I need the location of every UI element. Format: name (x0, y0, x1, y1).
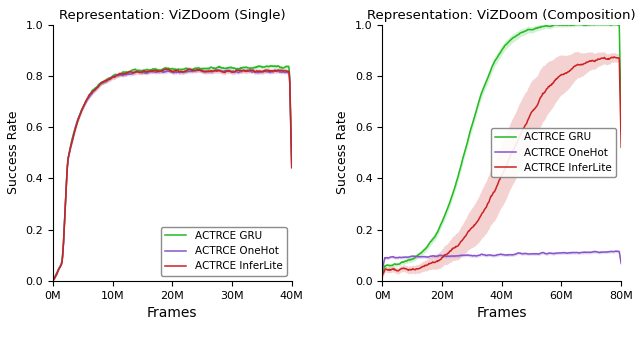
Line: ACTRCE OneHot: ACTRCE OneHot (383, 251, 621, 269)
ACTRCE OneHot (379, 267, 387, 271)
ACTRCE GRU (618, 125, 625, 129)
ACTRCE InferLite (165, 67, 173, 72)
ACTRCE OneHot (612, 249, 620, 253)
Title: Representation: ViZDoom (Single): Representation: ViZDoom (Single) (59, 9, 285, 22)
Line: ACTRCE GRU: ACTRCE GRU (53, 66, 292, 280)
ACTRCE GRU (572, 22, 580, 27)
ACTRCE OneHot (283, 70, 291, 74)
ACTRCE GRU (575, 22, 582, 27)
ACTRCE GRU (288, 163, 296, 167)
ACTRCE InferLite (192, 68, 200, 73)
ACTRCE InferLite (493, 183, 501, 187)
X-axis label: Frames: Frames (477, 306, 527, 320)
ACTRCE InferLite (163, 67, 171, 72)
ACTRCE InferLite (246, 68, 253, 72)
ACTRCE InferLite (161, 67, 169, 71)
ACTRCE OneHot (49, 278, 57, 282)
ACTRCE OneHot (164, 69, 172, 73)
Line: ACTRCE GRU: ACTRCE GRU (383, 25, 621, 274)
Legend: ACTRCE GRU, ACTRCE OneHot, ACTRCE InferLite: ACTRCE GRU, ACTRCE OneHot, ACTRCE InferL… (491, 128, 616, 177)
ACTRCE OneHot (521, 252, 529, 256)
ACTRCE InferLite (574, 62, 582, 67)
X-axis label: Frames: Frames (147, 306, 198, 320)
ACTRCE GRU (492, 58, 500, 62)
ACTRCE InferLite (612, 55, 620, 60)
Line: ACTRCE OneHot: ACTRCE OneHot (53, 70, 292, 280)
ACTRCE GRU (179, 67, 186, 72)
ACTRCE InferLite (283, 69, 291, 73)
Y-axis label: Success Rate: Success Rate (337, 111, 349, 194)
ACTRCE GRU (493, 55, 501, 59)
ACTRCE InferLite (50, 278, 58, 282)
ACTRCE GRU (163, 66, 170, 70)
ACTRCE InferLite (179, 70, 187, 74)
ACTRCE OneHot (245, 69, 253, 73)
ACTRCE OneHot (163, 69, 170, 74)
Title: Representation: ViZDoom (Composition): Representation: ViZDoom (Composition) (367, 9, 636, 22)
ACTRCE OneHot (179, 70, 186, 74)
ACTRCE InferLite (49, 278, 57, 282)
ACTRCE OneHot (196, 68, 204, 72)
ACTRCE OneHot (508, 253, 515, 257)
ACTRCE InferLite (508, 151, 515, 155)
Line: ACTRCE InferLite: ACTRCE InferLite (53, 69, 292, 280)
ACTRCE InferLite (288, 165, 296, 170)
ACTRCE GRU (508, 37, 515, 41)
ACTRCE GRU (164, 66, 172, 71)
ACTRCE InferLite (618, 145, 625, 150)
Line: ACTRCE InferLite: ACTRCE InferLite (383, 57, 621, 275)
ACTRCE OneHot (191, 69, 199, 73)
ACTRCE GRU (379, 272, 387, 276)
ACTRCE OneHot (492, 253, 500, 258)
ACTRCE InferLite (521, 124, 529, 128)
ACTRCE GRU (283, 64, 291, 68)
ACTRCE GRU (191, 66, 199, 70)
ACTRCE OneHot (493, 253, 501, 257)
ACTRCE GRU (612, 22, 620, 27)
ACTRCE InferLite (492, 187, 500, 191)
ACTRCE OneHot (574, 251, 582, 255)
ACTRCE GRU (521, 29, 529, 34)
ACTRCE GRU (273, 64, 281, 68)
ACTRCE InferLite (379, 273, 387, 277)
ACTRCE OneHot (618, 261, 625, 266)
Y-axis label: Success Rate: Success Rate (7, 111, 20, 194)
ACTRCE GRU (49, 278, 57, 282)
Legend: ACTRCE GRU, ACTRCE OneHot, ACTRCE InferLite: ACTRCE GRU, ACTRCE OneHot, ACTRCE InferL… (161, 227, 287, 276)
ACTRCE GRU (245, 66, 253, 70)
ACTRCE InferLite (610, 55, 618, 59)
ACTRCE OneHot (612, 249, 620, 253)
ACTRCE OneHot (288, 166, 296, 170)
